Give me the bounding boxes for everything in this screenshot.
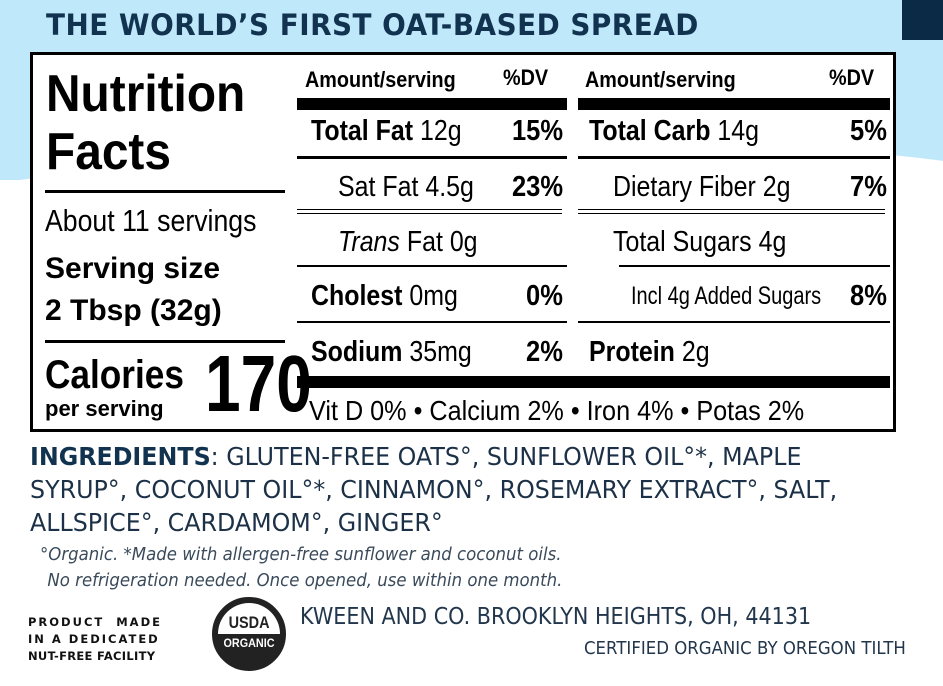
- dv-added-sugars: 8%: [850, 280, 887, 312]
- divider: [45, 340, 285, 343]
- nutrient-row-added-sugars: Incl 4g Added Sugars: [631, 282, 822, 310]
- calories-value: 170: [205, 339, 312, 428]
- left-header-dv: %DV: [503, 65, 549, 90]
- left-header-amount: Amount/serving: [305, 67, 456, 92]
- title-line-1: Nutrition: [46, 65, 246, 123]
- serving-size-value: 2 Tbsp (32g): [45, 294, 222, 327]
- footnotes: °Organic. *Made with allergen-free sunfl…: [40, 542, 562, 594]
- nut-free-facility-notice: PRODUCT MADE IN A DEDICATED NUT-FREE FAC…: [28, 615, 162, 663]
- ingredients-heading: INGREDIENTS: [30, 442, 211, 471]
- nutrient-row-sodium: Sodium 35mg: [311, 336, 472, 368]
- right-header-dv: %DV: [829, 65, 875, 90]
- vitamins-minerals: Vit D 0% • Calcium 2% • Iron 4% • Potas …: [309, 395, 805, 426]
- serving-size: Serving size 2 Tbsp (32g): [45, 248, 222, 332]
- nutrition-facts-panel: Nutrition Facts About 11 servings Servin…: [30, 52, 896, 432]
- calories-label: Calories: [45, 353, 184, 397]
- company-address: KWEEN AND CO. BROOKLYN HEIGHTS, OH, 4413…: [300, 604, 812, 630]
- ingredients-text: : GLUTEN-FREE OATS°, SUNFLOWER OIL°*, MA…: [30, 442, 838, 537]
- nutrient-row-dietary-fiber: Dietary Fiber 2g: [613, 171, 791, 203]
- serving-size-label: Serving size: [45, 252, 221, 285]
- nutrition-facts-title: Nutrition Facts: [46, 65, 245, 181]
- dv-sat-fat: 23%: [511, 171, 563, 203]
- nutrient-row-total-carb: Total Carb 14g: [589, 115, 760, 147]
- calories-sublabel: per serving: [45, 396, 164, 421]
- footnote-storage: No refrigeration needed. Once opened, us…: [47, 570, 563, 591]
- right-header-amount: Amount/serving: [585, 67, 736, 92]
- thick-rule: [297, 376, 890, 388]
- nutrient-row-cholesterol: Cholest 0mg: [311, 280, 458, 312]
- nutrient-row-total-fat: Total Fat 12g: [311, 115, 462, 147]
- divider: [619, 265, 890, 267]
- thick-rule: [578, 98, 890, 110]
- ingredients-list: INGREDIENTS: GLUTEN-FREE OATS°, SUNFLOWE…: [30, 440, 866, 539]
- navy-corner-block: [902, 0, 943, 40]
- nutrient-row-protein: Protein 2g: [589, 336, 710, 368]
- title-line-2: Facts: [46, 123, 171, 181]
- dv-total-fat: 15%: [511, 115, 563, 147]
- nutrient-row-trans-fat: Trans Fat 0g: [338, 226, 478, 258]
- nutrient-row-total-sugars: Total Sugars 4g: [613, 226, 787, 258]
- certification-text: CERTIFIED ORGANIC BY OREGON TILTH: [584, 638, 906, 659]
- divider: [578, 156, 890, 159]
- dv-total-carb: 5%: [850, 115, 887, 147]
- usda-text: USDA: [228, 613, 270, 632]
- divider: [297, 321, 567, 323]
- divider: [297, 156, 567, 159]
- usda-organic-seal-icon: USDA ORGANIC: [212, 597, 286, 671]
- dv-dietary-fiber: 7%: [850, 171, 887, 203]
- servings-per-container: About 11 servings: [45, 203, 257, 238]
- thick-rule: [297, 98, 567, 110]
- divider: [578, 321, 890, 323]
- nutrient-row-sat-fat: Sat Fat 4.5g: [338, 171, 474, 203]
- divider: [45, 190, 285, 193]
- footnote-organic: °Organic. *Made with allergen-free sunfl…: [40, 544, 562, 565]
- dv-cholesterol: 0%: [526, 280, 563, 312]
- dv-sodium: 2%: [526, 336, 563, 368]
- organic-text: ORGANIC: [223, 636, 275, 650]
- divider: [297, 265, 567, 267]
- double-rule: [578, 209, 885, 214]
- double-rule: [297, 209, 562, 214]
- headline: THE WORLD’S FIRST OAT-BASED SPREAD: [46, 8, 699, 42]
